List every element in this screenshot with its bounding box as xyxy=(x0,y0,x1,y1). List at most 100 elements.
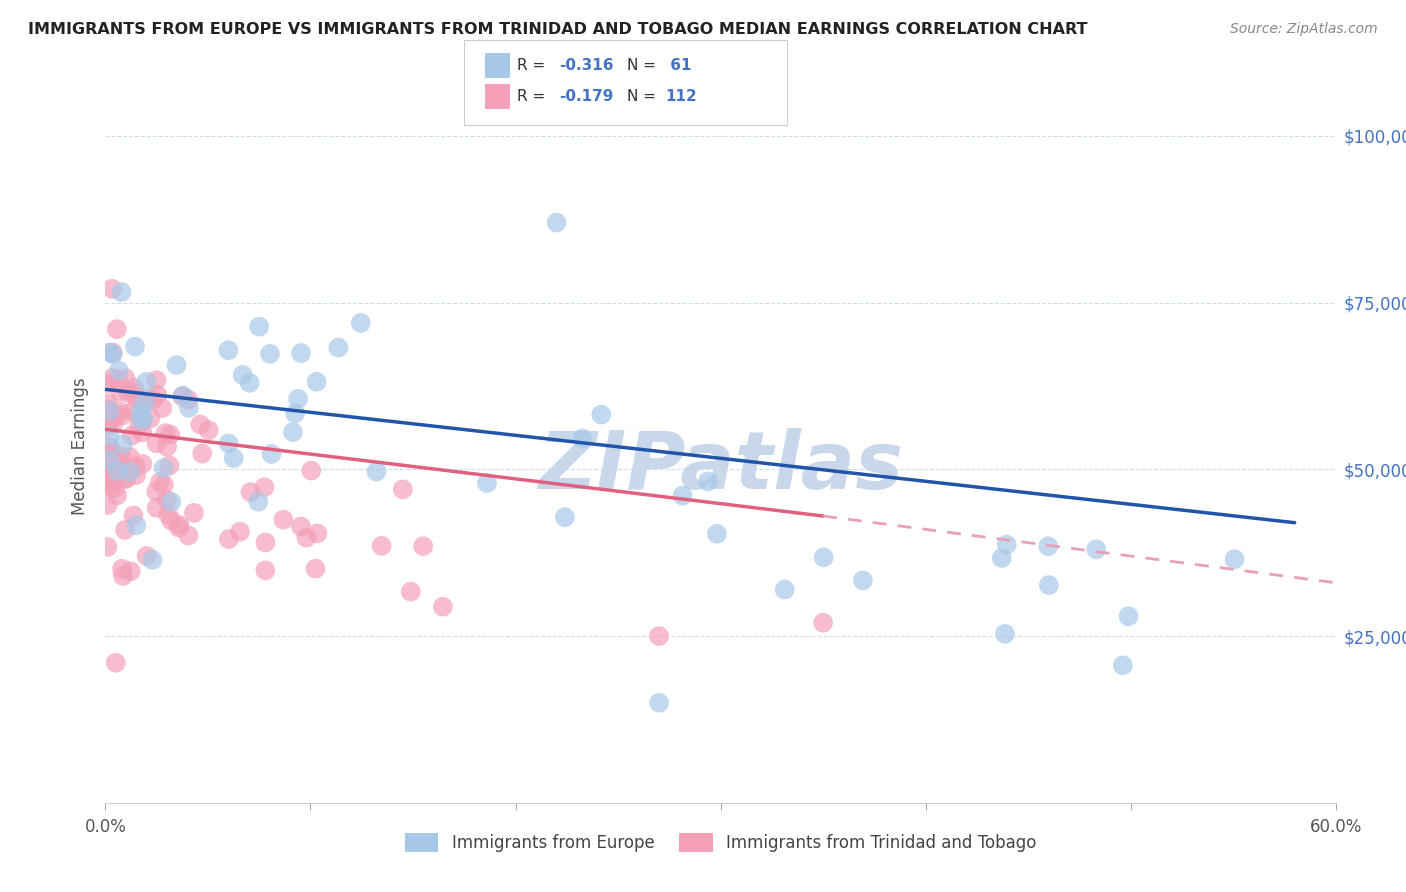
Point xyxy=(475,475,498,490)
Text: R =: R = xyxy=(517,58,551,72)
Point xyxy=(995,538,1018,552)
Point xyxy=(100,456,122,470)
Point xyxy=(118,450,141,465)
Point xyxy=(152,461,174,475)
Point xyxy=(648,629,671,643)
Point xyxy=(97,479,120,493)
Point xyxy=(136,392,159,406)
Point xyxy=(101,455,124,469)
Point xyxy=(107,464,129,478)
Point xyxy=(328,341,350,355)
Text: ZIPatlas: ZIPatlas xyxy=(538,428,903,507)
Point xyxy=(101,282,124,296)
Point xyxy=(391,483,413,497)
Point xyxy=(115,471,138,485)
Point xyxy=(153,477,176,491)
Point xyxy=(697,475,720,489)
Point xyxy=(260,447,283,461)
Point xyxy=(1112,658,1135,673)
Point xyxy=(232,368,254,382)
Point xyxy=(259,347,281,361)
Point xyxy=(129,413,152,427)
Point xyxy=(239,485,262,500)
Point xyxy=(98,429,121,443)
Point xyxy=(103,446,125,460)
Point xyxy=(101,471,124,485)
Point xyxy=(191,446,214,460)
Point xyxy=(141,553,163,567)
Text: -0.316: -0.316 xyxy=(560,58,614,72)
Point xyxy=(104,656,127,670)
Point xyxy=(370,539,392,553)
Point xyxy=(290,519,312,533)
Point xyxy=(156,440,179,454)
Point xyxy=(115,472,138,486)
Point xyxy=(217,343,239,358)
Point xyxy=(239,376,262,390)
Point xyxy=(114,371,136,385)
Point xyxy=(100,445,122,459)
Point xyxy=(159,458,181,473)
Point xyxy=(284,406,307,420)
Point xyxy=(131,457,153,471)
Point xyxy=(96,448,118,462)
Point xyxy=(96,540,118,554)
Point xyxy=(108,364,131,378)
Point xyxy=(117,386,139,401)
Point xyxy=(1223,552,1246,566)
Point xyxy=(101,371,124,385)
Point xyxy=(104,467,127,481)
Point xyxy=(110,450,132,464)
Point xyxy=(98,440,121,454)
Point xyxy=(131,413,153,427)
Point xyxy=(811,615,834,630)
Point xyxy=(287,392,309,406)
Point xyxy=(98,449,121,463)
Point xyxy=(101,450,124,465)
Point xyxy=(218,436,240,450)
Point xyxy=(307,526,329,541)
Point xyxy=(160,495,183,509)
Point xyxy=(1085,542,1108,557)
Point xyxy=(128,417,150,432)
Point xyxy=(222,451,245,466)
Point xyxy=(350,316,373,330)
Text: Source: ZipAtlas.com: Source: ZipAtlas.com xyxy=(1230,22,1378,37)
Point xyxy=(170,389,193,403)
Legend: Immigrants from Europe, Immigrants from Trinidad and Tobago: Immigrants from Europe, Immigrants from … xyxy=(398,826,1043,859)
Point xyxy=(142,392,165,407)
Point xyxy=(156,493,179,508)
Point xyxy=(166,358,188,372)
Text: 112: 112 xyxy=(665,89,697,103)
Point xyxy=(125,518,148,533)
Point xyxy=(254,563,277,577)
Point xyxy=(273,513,295,527)
Point xyxy=(990,551,1012,566)
Point xyxy=(149,475,172,490)
Point xyxy=(122,404,145,418)
Point xyxy=(135,549,157,563)
Point xyxy=(107,372,129,386)
Point xyxy=(253,480,276,494)
Point xyxy=(96,396,118,410)
Point xyxy=(554,510,576,524)
Point xyxy=(104,409,127,423)
Point xyxy=(111,409,134,423)
Point xyxy=(167,520,190,534)
Point xyxy=(591,408,613,422)
Point xyxy=(105,322,128,336)
Point xyxy=(100,411,122,425)
Point xyxy=(813,550,835,565)
Point xyxy=(160,513,183,527)
Text: -0.179: -0.179 xyxy=(560,89,614,103)
Point xyxy=(118,465,141,479)
Point xyxy=(177,528,200,542)
Point xyxy=(145,484,167,499)
Point xyxy=(98,416,121,430)
Point xyxy=(124,385,146,400)
Point xyxy=(124,339,146,353)
Point xyxy=(1038,578,1060,592)
Point xyxy=(299,464,322,478)
Point xyxy=(98,475,121,489)
Point xyxy=(773,582,796,597)
